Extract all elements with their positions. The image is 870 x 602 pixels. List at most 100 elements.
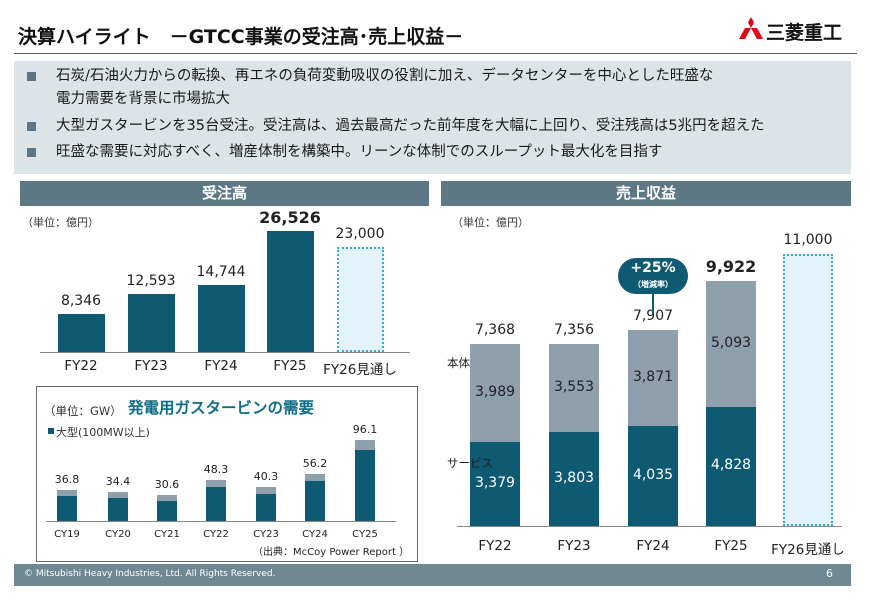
demand-unit-label: （単位：GW） [44, 404, 122, 418]
orders-bar [127, 294, 175, 352]
demand-bar-large [305, 480, 325, 521]
growth-badge-connector [652, 292, 654, 314]
revenue-x-label: FY24 [636, 538, 670, 554]
demand-bar-other [108, 492, 128, 499]
gas-turbine-demand-box [36, 386, 418, 562]
orders-x-label: FY25 [273, 358, 307, 374]
orders-bar [197, 284, 245, 352]
orders-value-label: 23,000 [335, 225, 385, 242]
revenue-baseline [457, 526, 842, 527]
three-diamonds-icon [739, 17, 763, 39]
orders-value-label: 12,593 [126, 273, 176, 290]
revenue-x-label: FY25 [714, 538, 748, 554]
revenue-bar-service [549, 431, 599, 526]
revenue-unit-label: （単位：億円） [452, 216, 529, 229]
demand-total-label: 40.3 [253, 470, 279, 484]
revenue-bar-unit [470, 343, 520, 443]
demand-x-label: CY24 [302, 529, 328, 540]
demand-bar-other [305, 473, 325, 481]
demand-legend-label: 大型(100MW以上) [56, 426, 150, 439]
revenue-service-label: 3,803 [553, 469, 595, 486]
series-label-unit: 本体 [447, 356, 470, 370]
orders-x-label: FY22 [64, 358, 98, 374]
demand-x-label: CY23 [253, 529, 279, 540]
orders-value-label: 8,346 [60, 292, 102, 309]
demand-bar-large [256, 494, 276, 521]
revenue-unit-value-label: 3,871 [632, 369, 674, 386]
demand-total-label: 36.8 [54, 473, 80, 487]
summary-bullet-1-line-1: 石炭/石油火力からの転換、再エネの負荷変動吸収の役割に加え、データセンターを中心… [56, 68, 714, 84]
revenue-total-label: 7,356 [553, 322, 595, 338]
demand-bar-large [157, 501, 177, 521]
demand-bar-large [206, 487, 226, 521]
growth-badge [618, 258, 688, 294]
demand-total-label: 30.6 [154, 478, 180, 492]
orders-bar [57, 313, 105, 352]
company-logo-text: 三菱重工 [766, 22, 843, 44]
revenue-x-label: FY26見通し [771, 542, 845, 558]
growth-badge-value: +25% [630, 260, 676, 276]
orders-bar [266, 230, 314, 352]
revenue-unit-value-label: 5,093 [710, 334, 752, 351]
revenue-bar-unit [628, 330, 678, 427]
orders-unit-label: （単位：億円） [22, 216, 99, 229]
orders-x-label: FY24 [204, 358, 238, 374]
revenue-total-label: 7,907 [632, 308, 674, 325]
revenue-total-label: 9,922 [705, 256, 757, 276]
demand-total-label: 48.3 [203, 463, 229, 477]
demand-x-label: CY25 [352, 529, 378, 540]
revenue-bar-unit [549, 344, 599, 432]
revenue-service-label: 3,379 [474, 475, 516, 492]
demand-bar-large [57, 496, 77, 521]
page-number: 6 [826, 567, 833, 580]
demand-bar-large [355, 450, 375, 521]
revenue-x-label: FY23 [557, 538, 591, 554]
footer-bar [14, 564, 851, 586]
legend-swatch-large [48, 428, 54, 434]
revenue-bar-service [628, 426, 678, 526]
demand-source-note: （出典：McCoy Power Report ） [253, 547, 410, 558]
demand-bar-other [57, 490, 77, 497]
demand-x-label: CY20 [105, 529, 131, 540]
series-label-service: サービス [447, 456, 493, 470]
orders-value-label: 26,526 [259, 207, 321, 227]
demand-bar-other [256, 487, 276, 495]
demand-x-label: CY21 [154, 529, 180, 540]
revenue-unit-value-label: 3,553 [553, 378, 595, 395]
bullet-marker [27, 72, 36, 81]
orders-bar-forecast [336, 246, 384, 352]
orders-x-label: FY26見通し [323, 362, 397, 378]
revenue-total-label: 7,368 [474, 321, 516, 338]
demand-x-label: CY22 [203, 529, 229, 540]
demand-bar-other [157, 495, 177, 502]
revenue-bar-forecast [783, 253, 833, 526]
demand-bar-large [108, 498, 128, 521]
growth-badge-sub: （増減率） [633, 280, 673, 289]
demand-total-label: 96.1 [352, 423, 378, 437]
demand-total-label: 56.2 [302, 456, 328, 470]
page-title: 決算ハイライト －GTCC事業の受注高･売上収益－ [18, 26, 464, 48]
orders-value-label: 14,744 [196, 263, 246, 280]
revenue-bar-service [706, 406, 756, 526]
summary-bullet-3: 旺盛な需要に対応すべく、増産体制を構築中。リーンな体制でのスループット最大化を目… [56, 144, 663, 160]
demand-chart-title: 発電用ガスタービンの需要 [128, 399, 315, 417]
demand-bar-other [355, 440, 375, 451]
summary-bullet-2: 大型ガスタービンを35台受注。受注高は、過去最高だった前年度を大幅に上回り、受注… [56, 118, 765, 134]
demand-x-label: CY19 [54, 529, 80, 540]
revenue-unit-value-label: 3,989 [474, 384, 516, 401]
revenue-x-label: FY22 [478, 538, 512, 554]
revenue-total-label: 11,000 [783, 231, 833, 248]
revenue-service-label: 4,035 [632, 467, 674, 484]
demand-total-label: 34.4 [105, 475, 131, 489]
summary-bullet-1-line-2: 電力需要を背景に市場拡大 [56, 91, 230, 107]
bullet-marker [27, 148, 36, 157]
header-divider [14, 53, 857, 54]
bullet-marker [27, 122, 36, 131]
demand-baseline [46, 521, 396, 522]
orders-panel-header: 受注高 [20, 181, 429, 206]
revenue-bar-unit [706, 280, 756, 407]
footer-copyright: © Mitsubishi Heavy Industries, Ltd. All … [24, 569, 276, 579]
revenue-service-label: 4,828 [710, 457, 752, 474]
revenue-bar-service [470, 442, 520, 526]
summary-box [14, 61, 851, 174]
